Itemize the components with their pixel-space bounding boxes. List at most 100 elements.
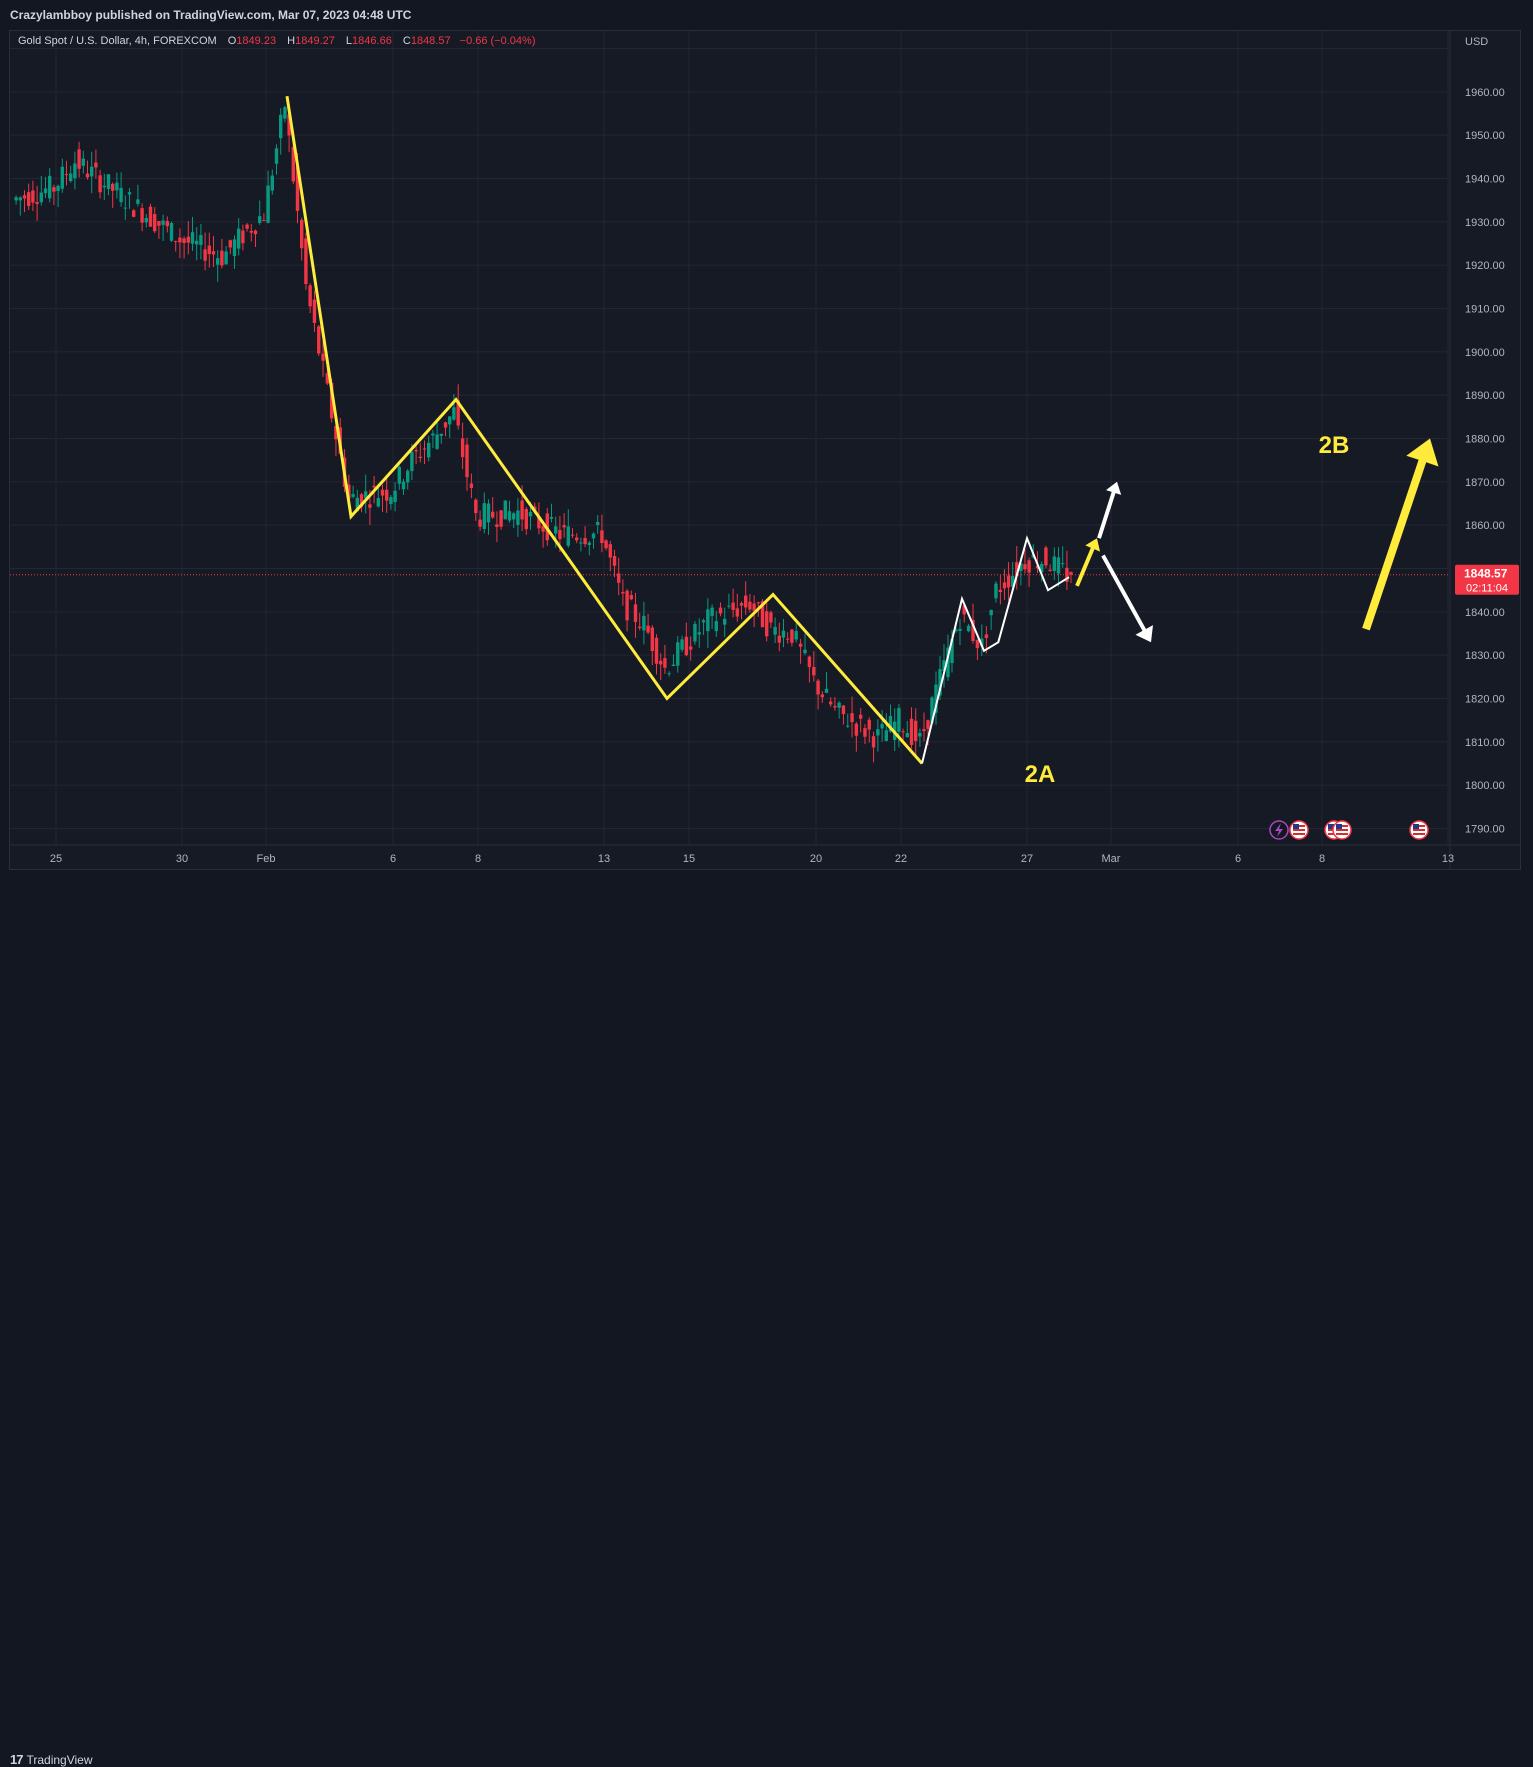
candle — [558, 530, 562, 540]
low-value: 1846.66 — [352, 35, 392, 47]
candle — [901, 731, 905, 733]
candle — [765, 611, 769, 637]
tradingview-logo[interactable]: 17 TradingView — [10, 1752, 93, 1767]
candle — [617, 573, 621, 583]
candle — [262, 219, 266, 221]
candle — [474, 499, 478, 514]
candle — [1019, 563, 1023, 572]
candle — [884, 730, 888, 742]
candle — [867, 719, 871, 730]
price-tick-label: 1800.00 — [1465, 780, 1505, 792]
candle — [211, 251, 216, 255]
candle — [786, 638, 790, 640]
candle — [926, 720, 930, 729]
candle — [39, 192, 43, 203]
candle — [258, 216, 262, 223]
candle — [541, 525, 545, 532]
time-tick-label: 13 — [598, 853, 610, 865]
candle — [414, 450, 418, 452]
candle — [794, 631, 798, 640]
candle — [106, 174, 111, 190]
candle — [77, 149, 81, 169]
candle — [165, 221, 169, 227]
candle — [482, 503, 486, 529]
candle — [380, 489, 385, 496]
candle — [465, 444, 469, 478]
price-tick-label: 1880.00 — [1465, 434, 1505, 446]
candle — [253, 230, 258, 235]
candle — [283, 107, 287, 119]
candle — [600, 530, 604, 544]
candle — [621, 591, 625, 594]
candle — [157, 221, 161, 226]
time-tick-label: 25 — [50, 853, 62, 865]
candle — [422, 448, 427, 450]
candle — [486, 503, 491, 523]
candle — [1052, 556, 1056, 571]
candle — [962, 605, 966, 615]
candle — [1069, 571, 1073, 575]
candle — [321, 353, 325, 361]
candle — [418, 456, 422, 458]
candle — [448, 416, 452, 425]
candle — [232, 239, 237, 257]
candle — [816, 680, 820, 695]
candle — [971, 619, 975, 642]
candle — [364, 491, 368, 499]
candle — [905, 732, 909, 738]
candle — [566, 526, 570, 546]
candle — [64, 174, 69, 176]
chart-frame — [9, 30, 1521, 870]
candle — [1048, 569, 1052, 571]
candle — [148, 206, 153, 227]
candle — [1002, 582, 1007, 589]
candle — [300, 219, 304, 249]
publisher-bar: Crazylambboy published on TradingView.co… — [0, 0, 1533, 30]
candle — [820, 694, 824, 698]
candle — [871, 736, 876, 748]
candle — [495, 524, 499, 528]
candle — [499, 510, 503, 527]
low-label: L — [345, 35, 353, 47]
candle — [161, 220, 165, 225]
candle — [60, 166, 64, 189]
candle — [769, 612, 773, 623]
candle — [612, 556, 617, 566]
candle — [127, 192, 132, 195]
candle — [958, 628, 962, 631]
candle — [1006, 575, 1011, 588]
time-tick-label: 15 — [683, 853, 695, 865]
candle — [43, 188, 48, 194]
time-tick-label: 8 — [475, 853, 481, 865]
symbol-label: Gold Spot / U.S. Dollar, 4h, FOREXCOM — [18, 35, 217, 47]
candle — [922, 729, 926, 732]
candle — [989, 609, 993, 616]
wave-label-2a: 2A — [1025, 761, 1056, 788]
price-chart[interactable]: 2A 2B USD 1960.00 1950.00 1940.00 1930.00 1920.… — [0, 0, 1533, 907]
candle — [680, 639, 684, 650]
price-tick-label: 1950.00 — [1465, 130, 1505, 142]
candle — [918, 732, 922, 737]
candle — [401, 481, 406, 490]
candle — [591, 533, 596, 539]
candle — [31, 190, 35, 203]
wave-line — [285, 95, 924, 765]
candle — [460, 438, 465, 458]
candle — [52, 187, 56, 192]
candle — [220, 250, 224, 266]
time-tick-label: 13 — [1442, 853, 1454, 865]
candle — [359, 494, 364, 507]
candle — [998, 589, 1003, 593]
flag-stripe — [1336, 833, 1348, 835]
candle — [287, 114, 291, 136]
yellow-large-arrow — [1362, 438, 1439, 631]
candle — [850, 713, 854, 723]
candle — [781, 630, 786, 638]
candle — [274, 148, 279, 164]
candle — [329, 382, 334, 419]
candle — [1027, 560, 1031, 573]
candle — [48, 175, 52, 199]
arrow-shape — [1101, 554, 1153, 643]
time-tick-label: 6 — [1235, 853, 1241, 865]
candle — [954, 629, 958, 632]
